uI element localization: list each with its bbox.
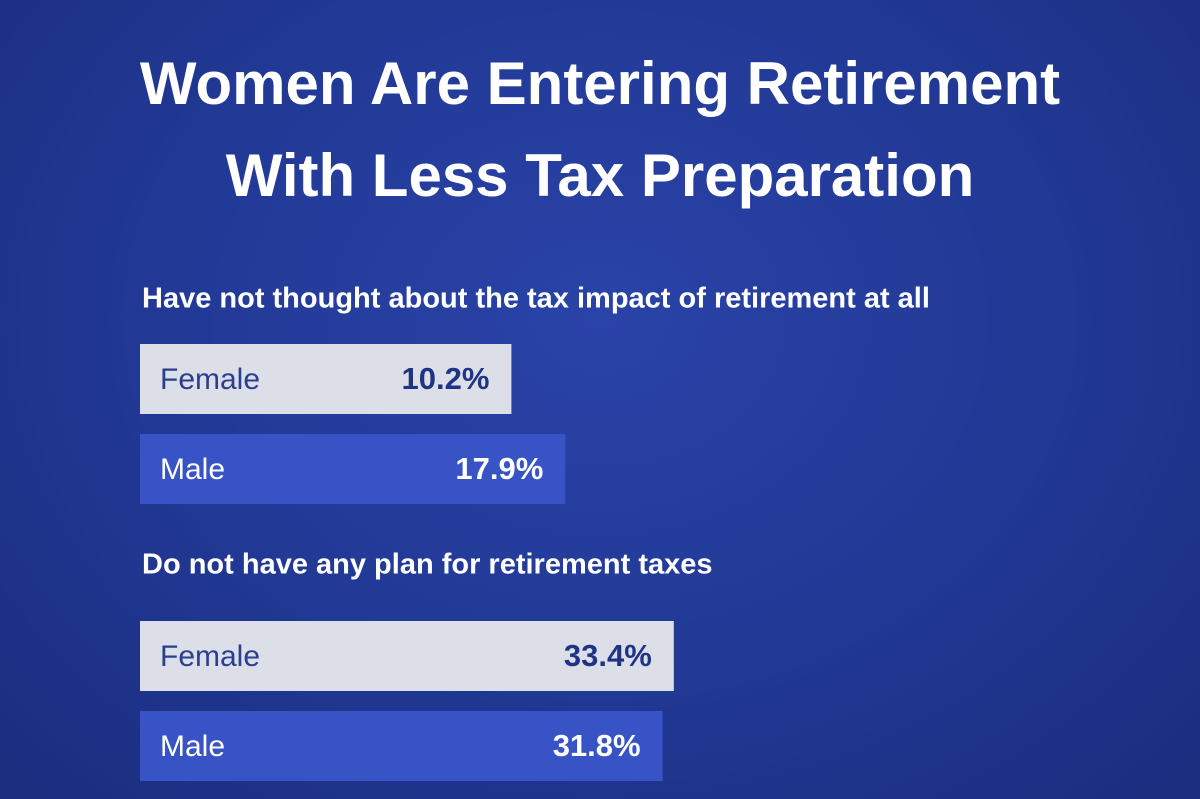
value-label: 17.9% <box>455 451 543 486</box>
bar <box>140 344 512 414</box>
page-title: Women Are Entering Retirement With Less … <box>139 50 1061 209</box>
bar <box>140 621 674 691</box>
category-label: Female <box>160 640 260 673</box>
category-label: Female <box>160 363 260 396</box>
value-label: 10.2% <box>401 361 489 396</box>
category-label: Male <box>160 453 225 486</box>
section-title: Do not have any plan for retirement taxe… <box>142 549 712 581</box>
section-title: Have not thought about the tax impact of… <box>142 283 930 315</box>
bar <box>140 434 566 504</box>
value-label: 31.8% <box>553 728 641 763</box>
bar <box>140 711 663 781</box>
category-label: Male <box>160 730 225 763</box>
value-label: 33.4% <box>564 638 652 673</box>
